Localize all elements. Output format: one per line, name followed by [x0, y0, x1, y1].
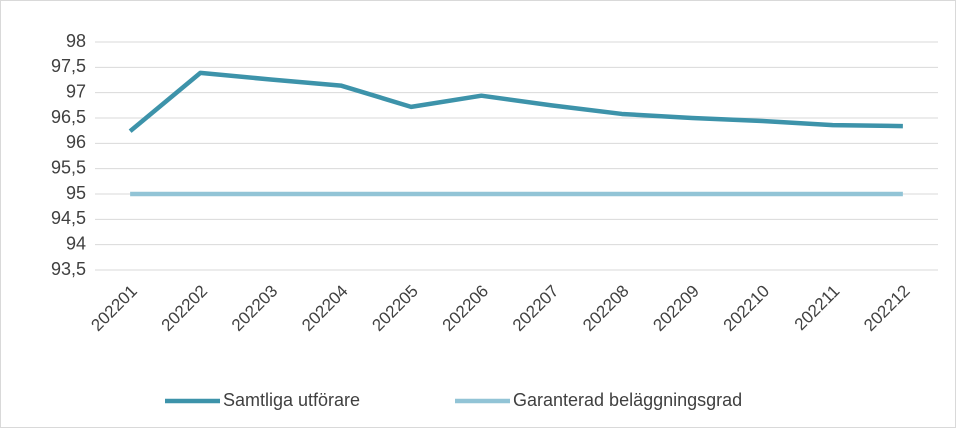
y-tick-label: 94	[66, 233, 86, 253]
y-tick-label: 95,5	[51, 157, 86, 177]
legend-label: Garanterad beläggningsgrad	[513, 390, 742, 410]
y-tick-label: 95	[66, 183, 86, 203]
series-line	[128, 70, 903, 133]
legend-label: Samtliga utförare	[223, 390, 360, 410]
y-tick-label: 97,5	[51, 56, 86, 76]
y-tick-label: 93,5	[51, 259, 86, 279]
y-tick-label: 98	[66, 31, 86, 51]
y-tick-label: 96	[66, 132, 86, 152]
y-tick-label: 97	[66, 81, 86, 101]
y-tick-label: 96,5	[51, 107, 86, 127]
y-tick-label: 94,5	[51, 208, 86, 228]
